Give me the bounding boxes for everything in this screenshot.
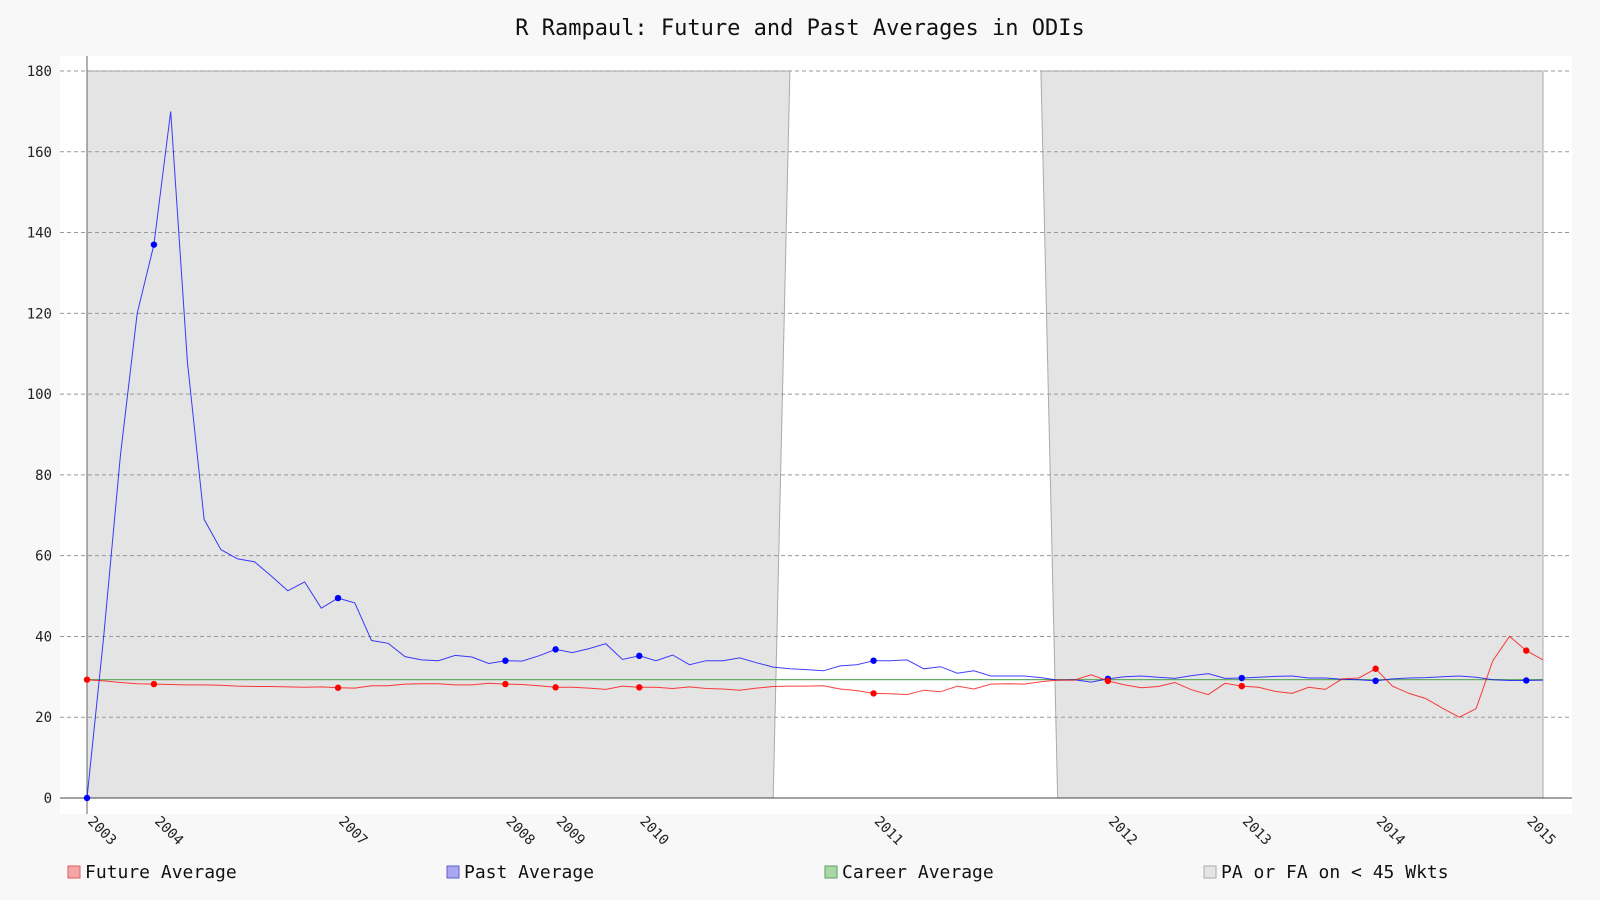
point-past-average-25[interactable] [502,657,509,664]
y-tick-label-160: 160 [27,145,52,161]
shaded-regions [86,70,1544,799]
series-markers [83,241,1530,802]
legend-item-career-average[interactable]: Career Average [824,862,994,883]
y-tick-label-20: 20 [35,710,52,726]
legend-item-future-average[interactable]: Future Average [67,862,237,883]
point-past-average-47[interactable] [870,657,877,664]
y-tick-label-120: 120 [27,306,52,322]
point-past-average-77[interactable] [1372,677,1379,685]
y-tick-label-140: 140 [27,226,52,242]
point-future-average-47[interactable] [870,690,877,697]
point-future-average-0[interactable] [83,676,91,683]
grid-lines [60,70,1572,718]
axes [60,56,1572,814]
y-tick-label-80: 80 [35,468,52,484]
series-lines [86,111,1544,799]
legend-label-future-average: Future Average [85,862,237,883]
legend-label-pa-or-fa-low-wkts: PA or FA on < 45 Wkts [1221,862,1449,883]
series-line-future-average [86,635,1544,718]
legend-swatch-career-average [824,865,838,879]
point-future-average-86[interactable] [1523,647,1530,654]
point-future-average-15[interactable] [334,684,342,691]
shaded-region-1 [1040,70,1544,799]
point-future-average-61[interactable] [1104,677,1112,685]
legend-swatch-pa-or-fa-low-wkts [1203,865,1217,879]
point-future-average-69[interactable] [1238,682,1245,690]
point-past-average-15[interactable] [334,594,342,602]
point-past-average-0[interactable] [83,794,91,802]
point-future-average-77[interactable] [1372,665,1379,672]
y-tick-label-60: 60 [35,549,52,565]
y-tick-label-100: 100 [27,387,52,403]
legend-item-pa-or-fa-low-wkts[interactable]: PA or FA on < 45 Wkts [1203,862,1449,883]
point-future-average-25[interactable] [502,680,509,688]
y-tick-label-180: 180 [27,64,52,80]
y-tick-labels: 0 20 40 60 80 100 120 140 160 180 [27,64,52,807]
legend-swatch-past-average [446,865,460,879]
chart-title: R Rampaul: Future and Past Averages in O… [515,16,1085,41]
point-future-average-4[interactable] [150,680,158,688]
point-past-average-4[interactable] [150,241,158,248]
legend-label-past-average: Past Average [464,862,594,883]
legend-swatch-future-average [67,865,81,879]
point-future-average-28[interactable] [552,684,559,691]
point-past-average-86[interactable] [1523,677,1530,684]
point-future-average-33[interactable] [636,684,643,691]
y-tick-label-0: 0 [44,791,52,807]
legend-item-past-average[interactable]: Past Average [446,862,594,883]
point-past-average-69[interactable] [1238,674,1245,682]
point-past-average-28[interactable] [552,646,559,653]
point-past-average-33[interactable] [636,652,643,660]
y-tick-label-40: 40 [35,629,52,645]
shaded-region-0 [86,70,791,799]
series-line-past-average [86,111,1544,799]
legend-label-career-average: Career Average [842,862,994,883]
legend: Future Average Past Average Career Avera… [67,862,1449,883]
